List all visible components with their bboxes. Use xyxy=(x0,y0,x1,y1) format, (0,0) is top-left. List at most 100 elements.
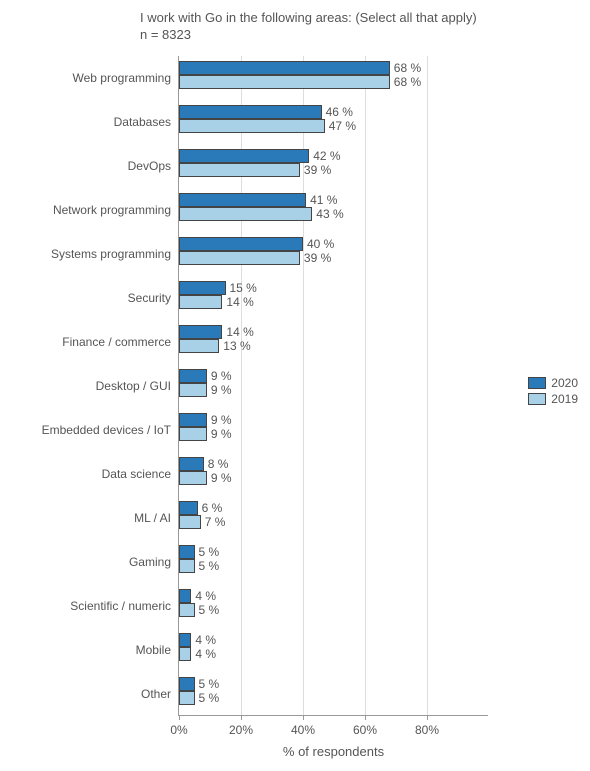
bar-value-label-2019: 39 % xyxy=(304,163,331,177)
legend-row-2020: 2020 xyxy=(528,375,578,391)
bar-value-label-2020: 41 % xyxy=(310,193,337,207)
bar-value-label-2019: 9 % xyxy=(211,383,232,397)
bar-2019 xyxy=(179,75,390,89)
chart-title: I work with Go in the following areas: (… xyxy=(140,10,477,44)
bar-value-label-2019: 9 % xyxy=(211,471,232,485)
category-label: DevOps xyxy=(1,144,171,188)
bar-2019 xyxy=(179,647,191,661)
bar-group: DevOps42 %39 % xyxy=(179,144,488,188)
bar-2020 xyxy=(179,281,226,295)
bar-value-label-2019: 43 % xyxy=(316,207,343,221)
category-label: Mobile xyxy=(1,628,171,672)
bar-2019 xyxy=(179,383,207,397)
bar-2020 xyxy=(179,677,195,691)
category-label: Web programming xyxy=(1,56,171,100)
bar-group: Network programming41 %43 % xyxy=(179,188,488,232)
chart-title-line1: I work with Go in the following areas: (… xyxy=(140,10,477,27)
bar-value-label-2019: 4 % xyxy=(195,647,216,661)
bar-value-label-2020: 9 % xyxy=(211,413,232,427)
bar-2019 xyxy=(179,295,222,309)
bar-group: Mobile4 %4 % xyxy=(179,628,488,672)
bar-value-label-2020: 40 % xyxy=(307,237,334,251)
bar-value-label-2020: 4 % xyxy=(195,633,216,647)
bar-value-label-2020: 14 % xyxy=(226,325,253,339)
bar-value-label-2020: 4 % xyxy=(195,589,216,603)
bar-2020 xyxy=(179,501,198,515)
bar-value-label-2019: 39 % xyxy=(304,251,331,265)
x-tick-label: 80% xyxy=(415,723,439,737)
legend-label-2020: 2020 xyxy=(551,375,578,391)
bar-group: Gaming5 %5 % xyxy=(179,540,488,584)
bar-2019 xyxy=(179,515,201,529)
bar-group: Systems programming40 %39 % xyxy=(179,232,488,276)
bar-group: Web programming68 %68 % xyxy=(179,56,488,100)
legend-swatch-2019 xyxy=(528,393,546,405)
bar-value-label-2019: 14 % xyxy=(226,295,253,309)
bar-value-label-2019: 5 % xyxy=(199,603,220,617)
bar-2020 xyxy=(179,589,191,603)
bar-value-label-2020: 46 % xyxy=(326,105,353,119)
bar-2020 xyxy=(179,237,303,251)
bar-2019 xyxy=(179,559,195,573)
bar-2020 xyxy=(179,545,195,559)
bar-value-label-2020: 9 % xyxy=(211,369,232,383)
bar-2019 xyxy=(179,427,207,441)
category-label: Databases xyxy=(1,100,171,144)
bar-value-label-2020: 68 % xyxy=(394,61,421,75)
bar-group: Embedded devices / IoT9 %9 % xyxy=(179,408,488,452)
bar-2019 xyxy=(179,603,195,617)
bar-2020 xyxy=(179,633,191,647)
bar-2020 xyxy=(179,369,207,383)
x-tick-label: 40% xyxy=(291,723,315,737)
chart-legend: 2020 2019 xyxy=(528,375,578,407)
bar-value-label-2019: 5 % xyxy=(199,691,220,705)
category-label: Other xyxy=(1,672,171,716)
bar-value-label-2019: 5 % xyxy=(199,559,220,573)
bar-value-label-2020: 5 % xyxy=(199,677,220,691)
bar-value-label-2019: 68 % xyxy=(394,75,421,89)
bar-value-label-2020: 42 % xyxy=(313,149,340,163)
x-tick-label: 20% xyxy=(229,723,253,737)
bar-2019 xyxy=(179,207,312,221)
category-label: Systems programming xyxy=(1,232,171,276)
bar-2019 xyxy=(179,339,219,353)
bar-2020 xyxy=(179,413,207,427)
bar-value-label-2019: 13 % xyxy=(223,339,250,353)
bar-group: ML / AI6 %7 % xyxy=(179,496,488,540)
bar-value-label-2020: 6 % xyxy=(202,501,223,515)
category-label: Desktop / GUI xyxy=(1,364,171,408)
category-label: Security xyxy=(1,276,171,320)
x-axis-title: % of respondents xyxy=(283,744,384,759)
x-tick-label: 0% xyxy=(170,723,187,737)
legend-label-2019: 2019 xyxy=(551,391,578,407)
category-label: Embedded devices / IoT xyxy=(1,408,171,452)
bar-2020 xyxy=(179,61,390,75)
bar-value-label-2019: 47 % xyxy=(329,119,356,133)
bar-value-label-2020: 5 % xyxy=(199,545,220,559)
bar-value-label-2019: 7 % xyxy=(205,515,226,529)
bar-2019 xyxy=(179,691,195,705)
category-label: Scientific / numeric xyxy=(1,584,171,628)
chart-plot-area: % of respondents 0%20%40%60%80%Web progr… xyxy=(178,56,488,716)
bar-2019 xyxy=(179,119,325,133)
x-tick-label: 60% xyxy=(353,723,377,737)
bar-group: Finance / commerce14 %13 % xyxy=(179,320,488,364)
bar-2020 xyxy=(179,149,309,163)
category-label: Data science xyxy=(1,452,171,496)
bar-2019 xyxy=(179,471,207,485)
category-label: Gaming xyxy=(1,540,171,584)
bar-group: Desktop / GUI9 %9 % xyxy=(179,364,488,408)
bar-group: Other5 %5 % xyxy=(179,672,488,716)
chart-title-line2: n = 8323 xyxy=(140,27,477,44)
legend-swatch-2020 xyxy=(528,377,546,389)
bar-group: Security15 %14 % xyxy=(179,276,488,320)
category-label: Network programming xyxy=(1,188,171,232)
legend-row-2019: 2019 xyxy=(528,391,578,407)
bar-2019 xyxy=(179,163,300,177)
bar-2020 xyxy=(179,193,306,207)
bar-group: Databases46 %47 % xyxy=(179,100,488,144)
bar-value-label-2020: 8 % xyxy=(208,457,229,471)
bar-2019 xyxy=(179,251,300,265)
bar-2020 xyxy=(179,457,204,471)
bar-value-label-2020: 15 % xyxy=(230,281,257,295)
